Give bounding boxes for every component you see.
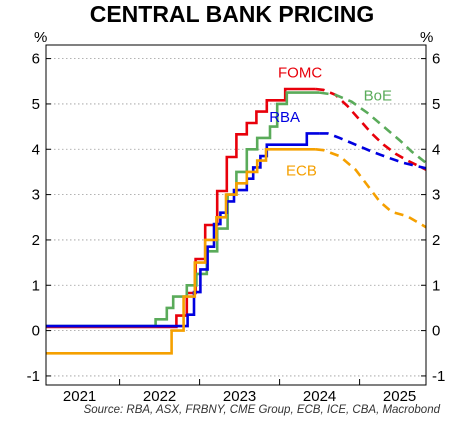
left-unit-label: % bbox=[34, 29, 47, 46]
y-tick-label-right: 3 bbox=[432, 187, 440, 204]
series-lines bbox=[46, 87, 427, 355]
series-label-ecb: ECB bbox=[286, 163, 317, 180]
right-unit-label: % bbox=[420, 29, 433, 46]
series-line-ecb-forecast bbox=[315, 148, 427, 229]
x-tick-label: 2024 bbox=[303, 388, 336, 405]
y-tick-label-right: 6 bbox=[432, 51, 440, 68]
y-tick-label-right: 4 bbox=[432, 141, 440, 158]
y-tick-label-left: 0 bbox=[32, 323, 40, 340]
y-tick-label-right: 2 bbox=[432, 232, 440, 249]
y-tick-label-left: 2 bbox=[32, 232, 40, 249]
x-tick-label: 2021 bbox=[63, 388, 96, 405]
axes: -1 -1 0 0 1 1 2 2 3 3 4 4 5 5 6 6 2021 2022 2023 2024 2025 bbox=[27, 51, 446, 405]
y-tick-label-left: -1 bbox=[27, 368, 40, 385]
x-tick-label: 2025 bbox=[383, 388, 416, 405]
plot-frame bbox=[45, 44, 427, 386]
y-tick-label-right: 5 bbox=[432, 96, 440, 113]
y-tick-label-left: 5 bbox=[32, 96, 40, 113]
chart-title: CENTRAL BANK PRICING bbox=[90, 1, 375, 27]
series-label-fomc: FOMC bbox=[278, 65, 322, 82]
series-line-ecb-actual bbox=[46, 148, 316, 355]
y-tick-label-left: 4 bbox=[32, 141, 40, 158]
y-tick-label-left: 1 bbox=[32, 277, 40, 294]
series-label-rba: RBA bbox=[269, 109, 300, 126]
series-line-fomc-forecast bbox=[315, 87, 427, 171]
y-tick-label-right: -1 bbox=[432, 368, 445, 385]
series-label-boe: BoE bbox=[364, 87, 392, 104]
y-tick-label-left: 6 bbox=[32, 51, 40, 68]
series-line-rba-forecast bbox=[319, 132, 427, 170]
series-line-boe-actual bbox=[46, 91, 320, 328]
source-note: Source: RBA, ASX, FRBNY, CME Group, ECB,… bbox=[84, 404, 441, 416]
y-tick-label-right: 1 bbox=[432, 277, 440, 294]
y-tick-label-right: 0 bbox=[432, 323, 440, 340]
gridlines bbox=[46, 58, 426, 377]
series-line-boe-forecast bbox=[319, 91, 427, 164]
series-labels: FOMC BoE RBA ECB bbox=[269, 65, 392, 180]
x-tick-label: 2023 bbox=[223, 388, 256, 405]
x-tick-label: 2022 bbox=[143, 388, 176, 405]
y-tick-label-left: 3 bbox=[32, 187, 40, 204]
